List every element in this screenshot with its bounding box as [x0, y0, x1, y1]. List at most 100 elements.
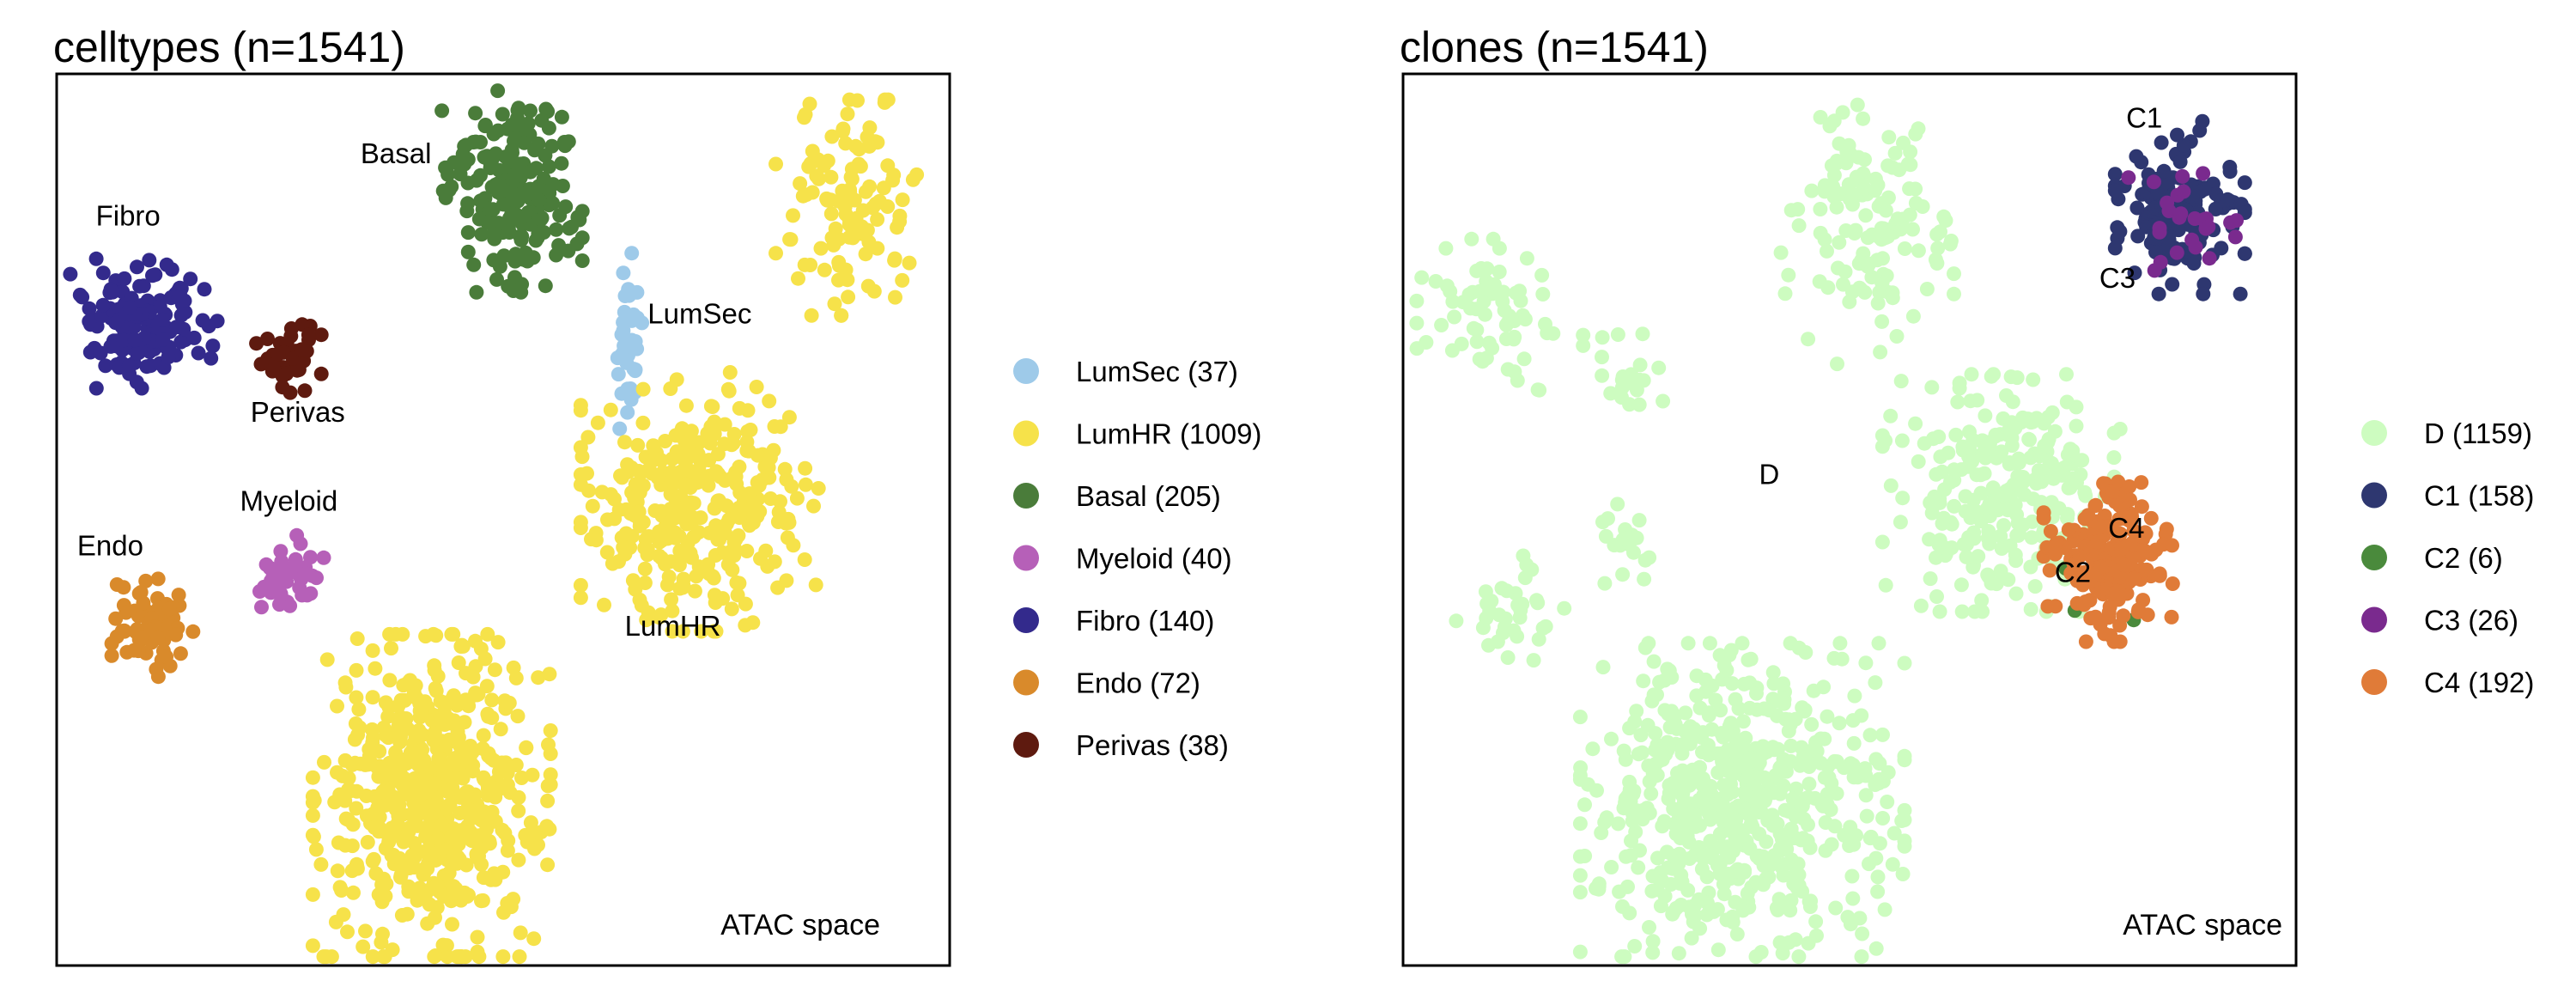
scatter-point	[868, 196, 884, 211]
scatter-point	[1963, 393, 1978, 409]
panel-title: clones (n=1541)	[1400, 23, 1709, 71]
scatter-point	[294, 342, 309, 357]
scatter-point	[371, 824, 386, 839]
scatter-point	[420, 861, 435, 876]
scatter-point	[72, 287, 88, 302]
scatter-point	[2130, 228, 2146, 244]
scatter-point	[465, 669, 481, 685]
scatter-point	[1814, 731, 1828, 746]
scatter-point	[730, 588, 745, 603]
plot-frame	[1401, 72, 2298, 967]
scatter-point	[1641, 636, 1656, 651]
scatter-point	[797, 257, 812, 272]
scatter-point	[616, 265, 631, 281]
scatter-point	[496, 248, 512, 264]
scatter-point	[1636, 673, 1651, 689]
scatter-point	[1775, 946, 1790, 961]
scatter-point	[1791, 878, 1807, 893]
scatter-point	[295, 588, 310, 603]
scatter-point	[538, 148, 553, 163]
scatter-point	[155, 312, 170, 327]
scatter-point	[159, 649, 174, 664]
scatter-point	[380, 783, 396, 799]
scatter-point	[811, 481, 826, 496]
scatter-point	[1843, 917, 1858, 932]
scatter-point	[490, 83, 506, 99]
scatter-point	[541, 159, 556, 174]
scatter-point	[355, 939, 371, 954]
scatter-point	[402, 861, 417, 875]
scatter-point	[117, 271, 132, 286]
scatter-point	[1868, 675, 1883, 691]
scatter-point	[1643, 786, 1659, 801]
scatter-point	[671, 558, 687, 573]
scatter-point	[1731, 701, 1747, 716]
scatter-point	[1905, 308, 1921, 324]
scatter-point	[880, 199, 896, 214]
scatter-point	[1597, 576, 1613, 591]
scatter-point	[168, 320, 184, 335]
scatter-point	[572, 212, 587, 228]
scatter-point	[1874, 428, 1890, 443]
scatter-point	[473, 135, 488, 149]
scatter-point	[486, 753, 501, 768]
scatter-point	[1826, 179, 1841, 194]
scatter-point	[823, 206, 839, 222]
scatter-point	[2151, 286, 2166, 302]
scatter-point	[127, 332, 143, 348]
scatter-point	[1791, 949, 1807, 965]
scatter-point	[629, 284, 645, 300]
scatter-point	[279, 366, 294, 381]
scatter-point	[1874, 196, 1889, 211]
scatter-point	[330, 765, 344, 780]
scatter-point	[393, 729, 408, 745]
scatter-point	[1874, 314, 1890, 329]
scatter-point	[1640, 717, 1656, 733]
scatter-point	[1947, 498, 1962, 514]
scatter-point	[1646, 687, 1662, 703]
scatter-point	[1645, 934, 1661, 949]
scatter-point	[2113, 570, 2128, 585]
scatter-point	[1897, 241, 1912, 256]
scatter-point	[1660, 734, 1675, 750]
scatter-point	[1966, 531, 1982, 546]
scatter-point	[1828, 900, 1844, 916]
scatter-point	[793, 176, 808, 192]
scatter-point	[1897, 813, 1912, 827]
legend-label: LumSec (37)	[1076, 356, 1238, 387]
scatter-point	[105, 284, 120, 300]
scatter-point	[1685, 762, 1700, 777]
scatter-point	[1645, 945, 1661, 960]
scatter-point	[427, 725, 442, 740]
scatter-point	[436, 704, 452, 720]
scatter-point	[1492, 265, 1507, 279]
scatter-point	[1872, 836, 1887, 851]
scatter-point	[797, 552, 812, 567]
scatter-point	[607, 511, 623, 527]
scatter-point	[543, 723, 558, 738]
scatter-point	[2061, 522, 2076, 538]
scatter-point	[1585, 741, 1601, 757]
scatter-point	[1591, 876, 1607, 892]
scatter-point	[603, 402, 618, 417]
scatter-point	[2134, 475, 2149, 490]
scatter-point	[2065, 471, 2081, 486]
scatter-point	[1847, 688, 1862, 704]
scatter-point	[1871, 636, 1886, 651]
scatter-point	[664, 592, 679, 607]
series-c4	[2036, 474, 2180, 649]
scatter-point	[1478, 584, 1493, 600]
scatter-point	[351, 702, 367, 717]
scatter-point	[1651, 360, 1667, 375]
scatter-point	[1813, 225, 1828, 241]
scatter-point	[739, 544, 755, 558]
scatter-point	[501, 695, 517, 710]
scatter-point	[1595, 368, 1610, 383]
scatter-point	[1519, 251, 1534, 266]
legend-marker	[1013, 669, 1039, 696]
scatter-point	[540, 778, 556, 794]
scatter-point	[630, 437, 646, 453]
scatter-point	[705, 524, 720, 539]
scatter-point	[1699, 802, 1715, 818]
scatter-point	[1858, 208, 1874, 223]
